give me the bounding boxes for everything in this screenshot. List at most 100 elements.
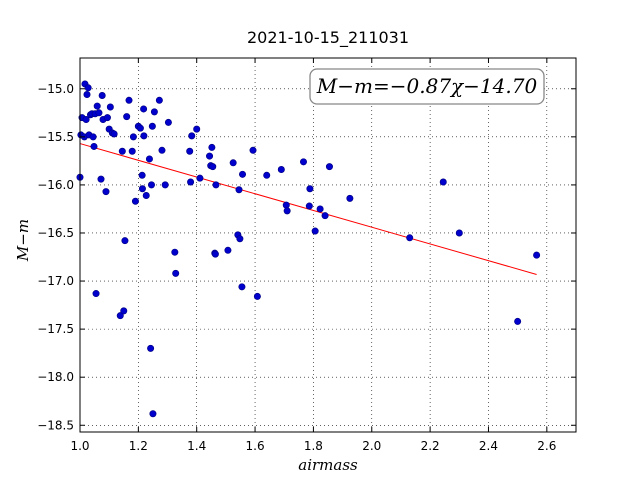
data-point [147, 181, 155, 189]
y-tick-label: −15.0 [37, 82, 74, 96]
data-point [155, 96, 163, 104]
x-tick-label: 2.0 [362, 439, 381, 453]
data-point [253, 292, 261, 300]
data-point [97, 175, 105, 183]
data-point [102, 188, 110, 196]
data-point [208, 143, 216, 151]
data-point [106, 103, 114, 111]
data-point [306, 185, 314, 193]
data-point [236, 235, 244, 243]
data-point [238, 283, 246, 291]
data-point [145, 155, 153, 163]
data-point [321, 212, 329, 220]
x-tick-label: 2.6 [537, 439, 556, 453]
x-axis-label: airmass [298, 456, 358, 474]
data-point [89, 133, 97, 141]
y-tick-label: −16.0 [37, 178, 74, 192]
data-point [150, 108, 158, 116]
data-point [235, 186, 243, 194]
data-point [92, 290, 100, 298]
data-point [158, 146, 166, 154]
y-tick-label: −16.5 [37, 226, 74, 240]
data-point [128, 147, 136, 155]
data-point [82, 116, 90, 124]
data-point [83, 91, 91, 99]
data-point [131, 197, 139, 205]
data-point [140, 132, 148, 140]
data-point [187, 178, 195, 186]
data-point [277, 166, 285, 174]
data-point [95, 109, 103, 117]
data-point [90, 142, 98, 150]
x-tick-label: 1.6 [246, 439, 265, 453]
data-point [138, 185, 146, 193]
data-point [125, 96, 133, 104]
data-point [110, 130, 118, 138]
data-point [224, 246, 232, 254]
data-point [98, 91, 106, 99]
data-point [161, 181, 169, 189]
axis-ticks [79, 58, 576, 432]
data-point [171, 248, 179, 256]
x-tick-label: 1.4 [187, 439, 206, 453]
data-point [455, 229, 463, 237]
data-point [229, 159, 237, 167]
x-tick-label: 1.8 [304, 439, 323, 453]
data-point [136, 124, 144, 132]
data-point [346, 194, 354, 202]
x-tick-label: 1.2 [129, 439, 148, 453]
data-point [123, 113, 131, 121]
data-point [116, 312, 124, 320]
data-points [76, 80, 541, 418]
data-point [209, 163, 217, 171]
y-tick-labels: −15.0 −15.5 −16.0 −16.5 −17.0 −17.5 −18.0 −18.5 [37, 82, 74, 433]
data-point [147, 344, 155, 352]
plot-frame [79, 57, 577, 433]
fit-equation: M−m=−0.87χ−14.70 [316, 74, 538, 98]
x-tick-label: 2.4 [479, 439, 498, 453]
data-point [206, 152, 214, 160]
data-point [316, 205, 324, 213]
chart-title: 2021-10-15_211031 [247, 28, 409, 48]
y-axis-label: M−m [14, 219, 32, 262]
y-tick-label: −18.5 [37, 418, 74, 432]
data-point [186, 147, 194, 155]
data-point [142, 191, 150, 199]
data-point [149, 410, 157, 418]
data-point [239, 170, 247, 178]
data-point [103, 114, 111, 122]
x-tick-labels: 1.0 1.2 1.4 1.6 1.8 2.0 2.2 2.4 2.6 [70, 439, 556, 453]
data-point [172, 269, 180, 277]
y-tick-label: −18.0 [37, 370, 74, 384]
data-point [93, 102, 101, 110]
data-point [305, 202, 313, 210]
data-point [212, 181, 220, 189]
y-tick-label: −15.5 [37, 130, 74, 144]
x-tick-label: 1.0 [70, 439, 89, 453]
data-point [84, 84, 92, 92]
data-point [164, 118, 172, 126]
data-point [129, 133, 137, 141]
data-point [148, 122, 156, 130]
data-point [282, 201, 290, 209]
data-point [439, 178, 447, 186]
data-point [533, 251, 541, 259]
data-point [299, 158, 307, 166]
data-point [283, 207, 291, 215]
y-tick-label: −17.0 [37, 274, 74, 288]
data-point [188, 132, 196, 140]
data-point [406, 234, 414, 242]
y-tick-label: −17.5 [37, 322, 74, 336]
data-point [263, 171, 271, 179]
data-point [118, 147, 126, 155]
data-point [120, 307, 128, 315]
data-point [249, 146, 257, 154]
data-point [211, 250, 219, 258]
equation-box-frame [309, 68, 545, 105]
data-point [121, 237, 129, 245]
data-point [193, 125, 201, 133]
data-point [514, 317, 522, 325]
data-point [325, 163, 333, 171]
data-point [311, 227, 319, 235]
